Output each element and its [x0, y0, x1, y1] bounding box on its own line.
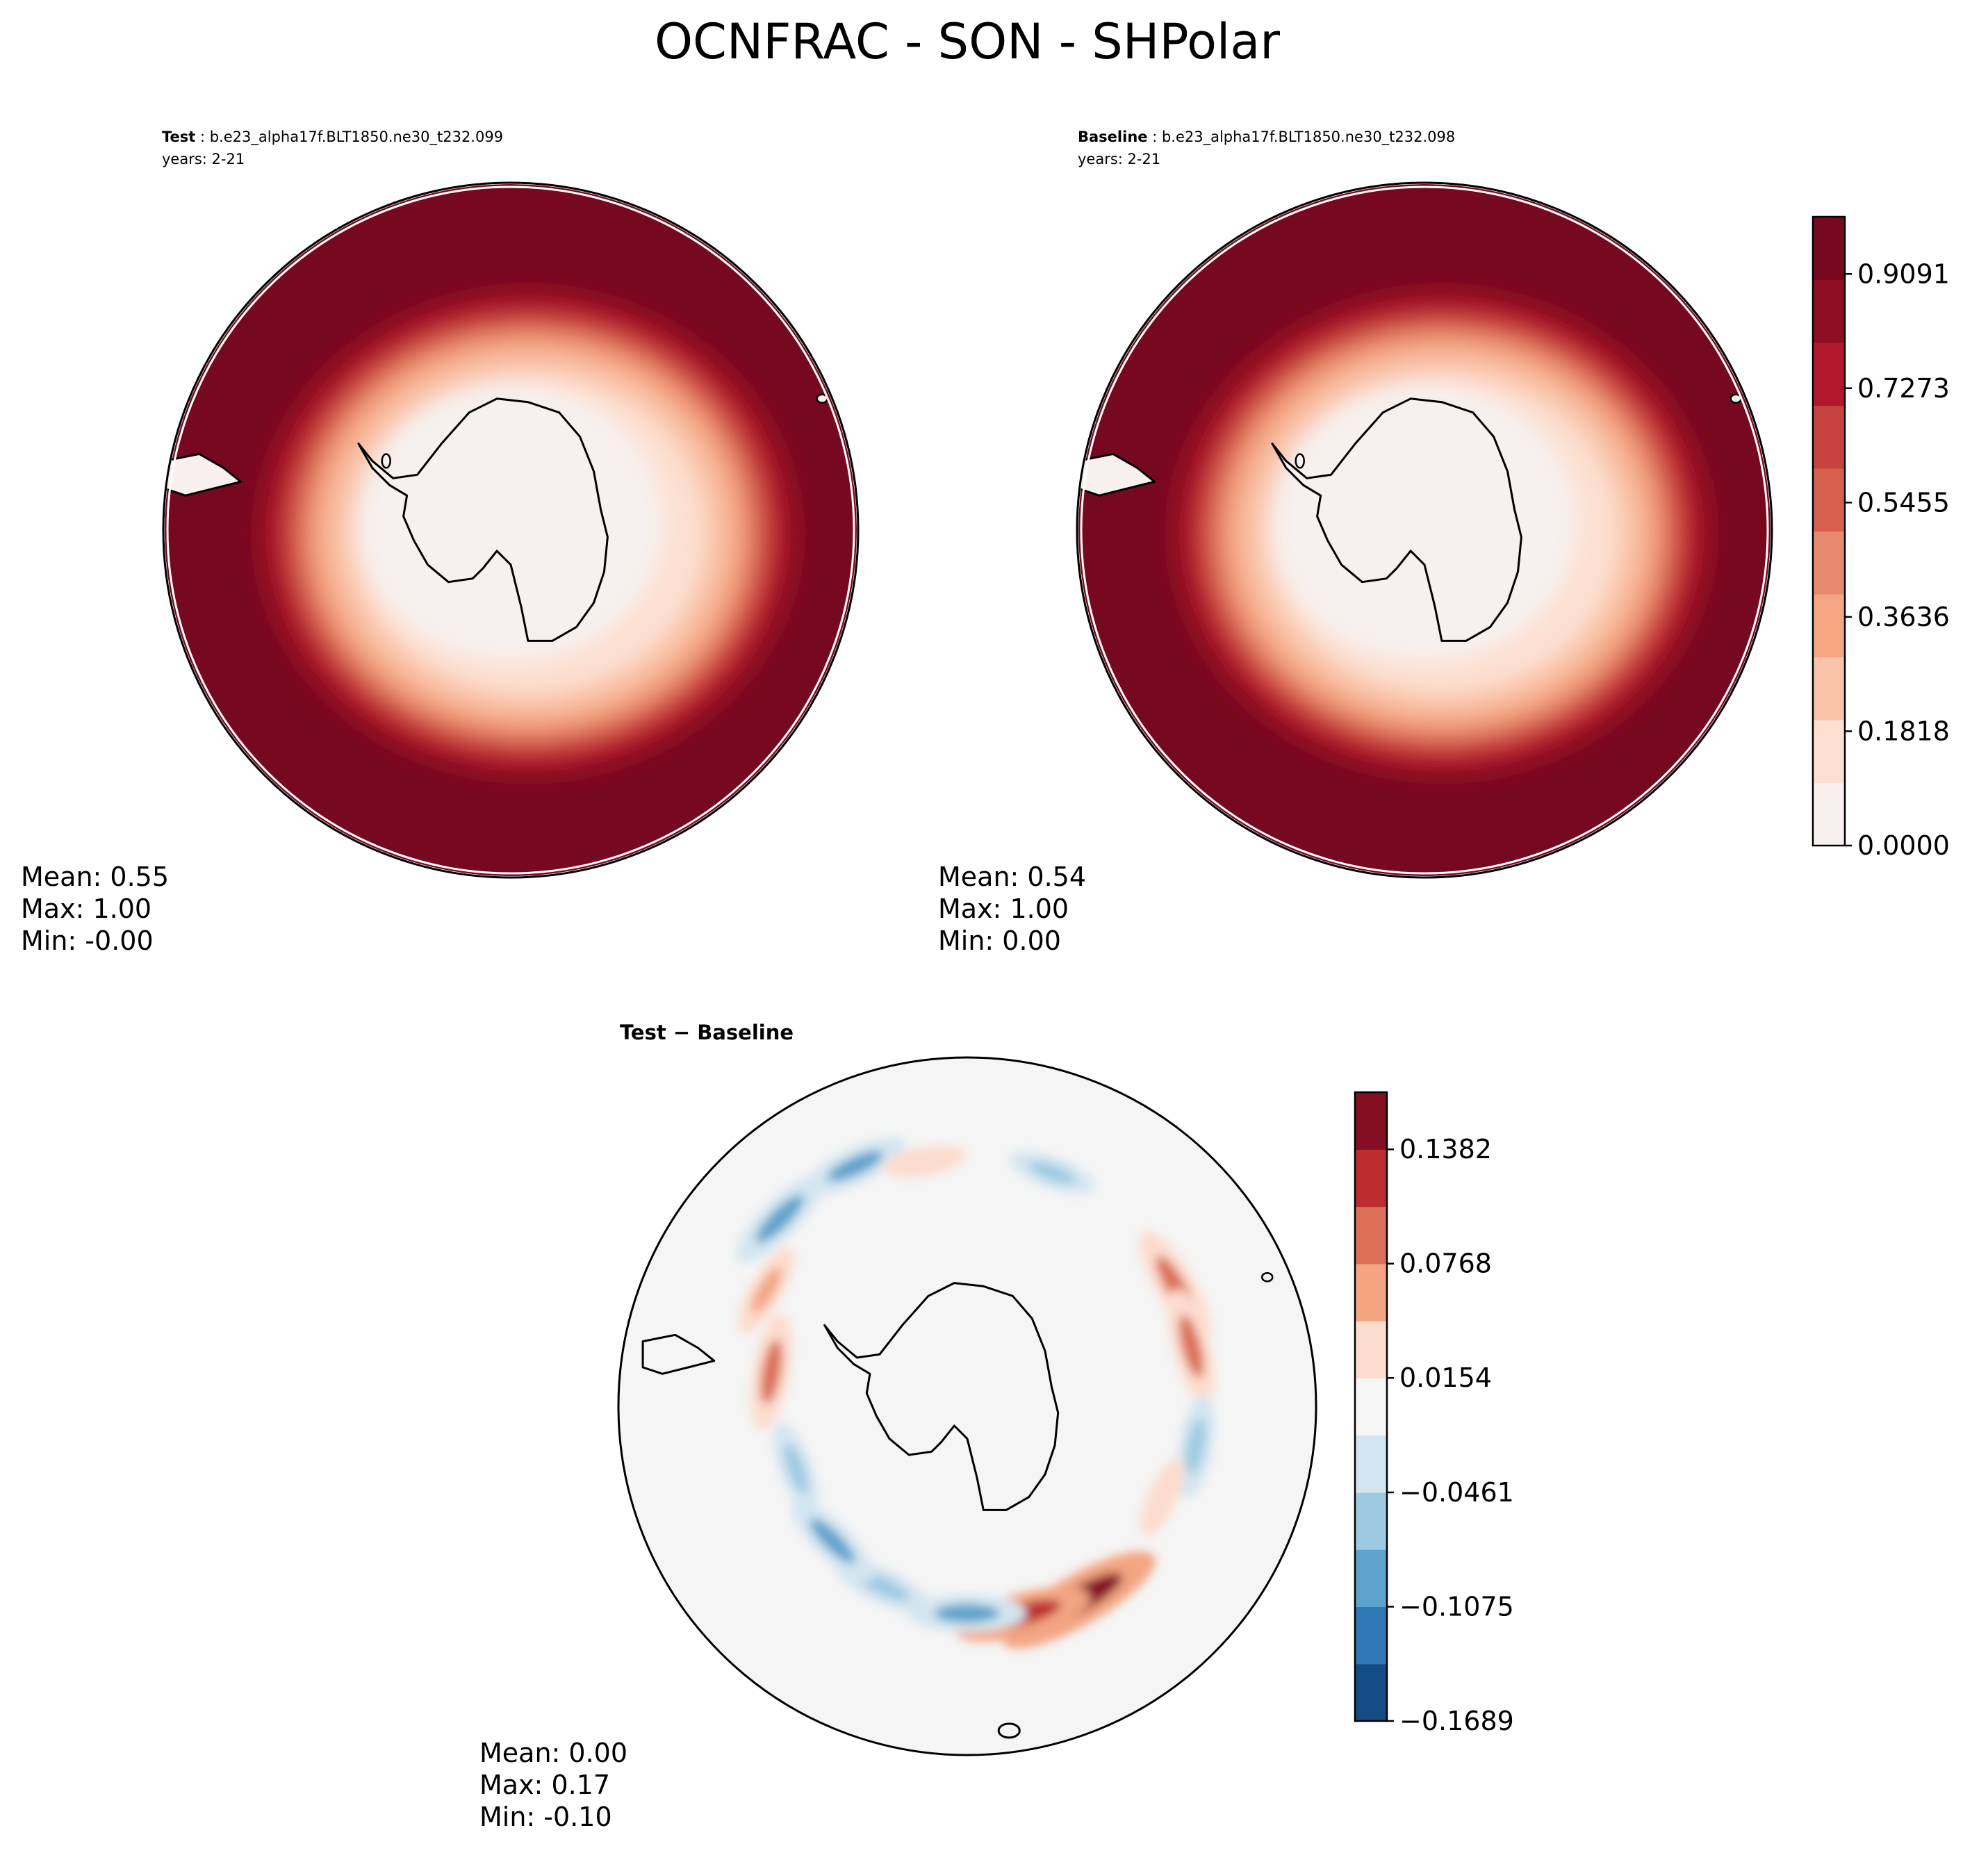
panel-test-mean: Mean: 0.55 — [21, 862, 169, 892]
colorbar-diff-tick-label-2: −0.0461 — [1399, 1477, 1514, 1508]
diff-anomaly-10-core — [755, 1194, 804, 1243]
diff-anomaly-15-core — [1151, 1476, 1174, 1518]
colorbar-main-tick-label-1: 0.1818 — [1857, 716, 1950, 746]
colorbar-diff-frame — [1354, 1091, 1388, 1722]
colorbar-diff-tick-label-3: 0.0154 — [1399, 1362, 1492, 1393]
panel-baseline-island-peninsula — [1295, 453, 1305, 469]
panel-diff-title: Test − Baseline — [620, 1021, 794, 1044]
colorbar-main-segment-5 — [1813, 468, 1845, 532]
panel-baseline: Baseline : b.e23_alpha17f.BLT1850.ne30_t… — [938, 129, 1773, 956]
panel-baseline-south-america-coastline — [1078, 452, 1156, 497]
colorbar-diff-segment-5 — [1355, 1378, 1387, 1436]
panel-test-boundary — [162, 181, 860, 879]
panel-diff-island-east — [1260, 1271, 1274, 1283]
colorbar-main-segment-6 — [1813, 405, 1845, 469]
panel-test-min: Min: -0.00 — [21, 925, 154, 956]
panel-test-island-peninsula — [381, 453, 391, 469]
panel-test-island-south — [637, 854, 675, 876]
diff-anomaly-4-core — [935, 1604, 1000, 1623]
panel-baseline-min: Min: 0.00 — [938, 925, 1061, 956]
colorbar-diff-segment-0 — [1355, 1663, 1387, 1722]
colorbar-diff-segment-10 — [1355, 1092, 1387, 1150]
colorbar-main-tick-label-3: 0.5455 — [1857, 487, 1950, 518]
colorbar-diff-tick-label-4: 0.0768 — [1399, 1249, 1492, 1279]
colorbar-diff-segment-1 — [1355, 1606, 1387, 1665]
panel-test-map — [165, 184, 857, 876]
colorbar-diff-tick-label-0: −0.1689 — [1399, 1706, 1514, 1736]
colorbar-main-segment-4 — [1813, 531, 1845, 595]
diff-anomaly-6-core — [810, 1518, 855, 1564]
colorbar-diff: −0.1689 −0.1075 −0.0461 0.0154 0.0768 0.1382 — [1354, 1091, 1514, 1736]
panel-baseline-boundary — [1076, 181, 1773, 879]
panel-diff-min: Min: -0.10 — [479, 1802, 612, 1832]
panel-test-years: years: 2-21 — [162, 151, 245, 167]
colorbar-diff-segment-2 — [1355, 1549, 1387, 1608]
panel-test-antarctica-coastline — [357, 397, 609, 642]
diff-anomaly-8-core — [760, 1339, 782, 1404]
panel-diff-boundary — [617, 1056, 1317, 1756]
colorbar-main-segment-8 — [1813, 279, 1845, 343]
figure-title: OCNFRAC - SON - SHPolar — [655, 13, 1280, 70]
panel-diff-anomaly-field — [736, 1137, 1215, 1649]
panel-baseline-antarctica-coastline — [1271, 397, 1522, 642]
colorbar-diff-tick-label-1: −0.1075 — [1399, 1592, 1514, 1622]
panel-baseline-map — [1078, 184, 1771, 876]
colorbar-main-frame — [1812, 215, 1846, 847]
colorbar-main-tick-label-0: 0.0000 — [1857, 830, 1950, 861]
colorbar-main-tick-label-5: 0.9091 — [1857, 258, 1950, 289]
panel-baseline-label-rest: : b.e23_alpha17f.BLT1850.ne30_t232.098 — [1148, 129, 1456, 146]
panel-baseline-years: years: 2-21 — [1078, 151, 1160, 167]
panel-baseline-label: Baseline : b.e23_alpha17f.BLT1850.ne30_t… — [1078, 129, 1455, 146]
colorbar-main-segment-9 — [1813, 217, 1845, 281]
diff-anomaly-12-core — [902, 1153, 946, 1170]
panel-diff: Test − Baseline Mean: 0.00 Max: 0.17 Min… — [479, 1021, 1317, 1832]
colorbar-diff-tick-label-5: 0.1382 — [1399, 1134, 1492, 1164]
panel-baseline-island-south — [1551, 854, 1588, 876]
diff-anomaly-9-core — [751, 1267, 782, 1314]
diff-anomaly-1-core — [1178, 1315, 1204, 1378]
colorbar-main-segment-7 — [1813, 343, 1845, 406]
panel-diff-south-america-coastline — [641, 1333, 716, 1375]
panel-test-label-rest: : b.e23_alpha17f.BLT1850.ne30_t232.099 — [195, 129, 503, 146]
colorbar-diff-segment-8 — [1355, 1206, 1387, 1265]
colorbar-diff-segment-7 — [1355, 1263, 1387, 1321]
panel-baseline-max: Max: 1.00 — [938, 893, 1069, 924]
panel-baseline-label-bold: Baseline — [1078, 129, 1148, 145]
colorbar-diff-segment-3 — [1355, 1492, 1387, 1550]
panel-baseline-inner-ring — [1080, 186, 1769, 875]
panel-diff-mean: Mean: 0.00 — [479, 1738, 627, 1768]
diff-anomaly-11-core — [827, 1151, 884, 1182]
colorbar-main-segment-2 — [1813, 657, 1845, 720]
panel-diff-max: Max: 0.17 — [479, 1770, 610, 1800]
colorbar-diff-segment-6 — [1355, 1321, 1387, 1378]
colorbar-main-tick-label-2: 0.3636 — [1857, 602, 1950, 632]
panel-diff-island-south — [997, 1722, 1021, 1739]
diff-anomaly-14-core — [1185, 1418, 1206, 1475]
colorbar-main-tick-label-4: 0.7273 — [1857, 373, 1950, 404]
colorbar-diff-segment-9 — [1355, 1149, 1387, 1208]
colorbar-main-segment-0 — [1813, 782, 1845, 846]
colorbar-main: 0.0000 0.1818 0.3636 0.5455 0.7273 0.9091 — [1812, 215, 1950, 861]
panel-test-label: Test : b.e23_alpha17f.BLT1850.ne30_t232.… — [162, 129, 503, 146]
panel-test-max: Max: 1.00 — [21, 893, 151, 924]
diff-anomaly-7-core — [784, 1443, 808, 1494]
colorbar-diff-segment-4 — [1355, 1435, 1387, 1493]
diff-anomaly-13-core — [1029, 1162, 1076, 1184]
panel-test-south-america-coastline — [165, 452, 243, 497]
colorbar-main-segment-3 — [1813, 594, 1845, 658]
panel-test-inner-ring — [166, 186, 855, 875]
panel-test-label-bold: Test — [162, 129, 195, 145]
panel-diff-antarctica-coastline — [823, 1282, 1060, 1511]
panel-baseline-mean: Mean: 0.54 — [938, 862, 1086, 892]
colorbar-main-segment-1 — [1813, 720, 1845, 784]
panel-test: Test : b.e23_alpha17f.BLT1850.ne30_t232.… — [21, 129, 860, 956]
panel-diff-map — [618, 1057, 1316, 1755]
